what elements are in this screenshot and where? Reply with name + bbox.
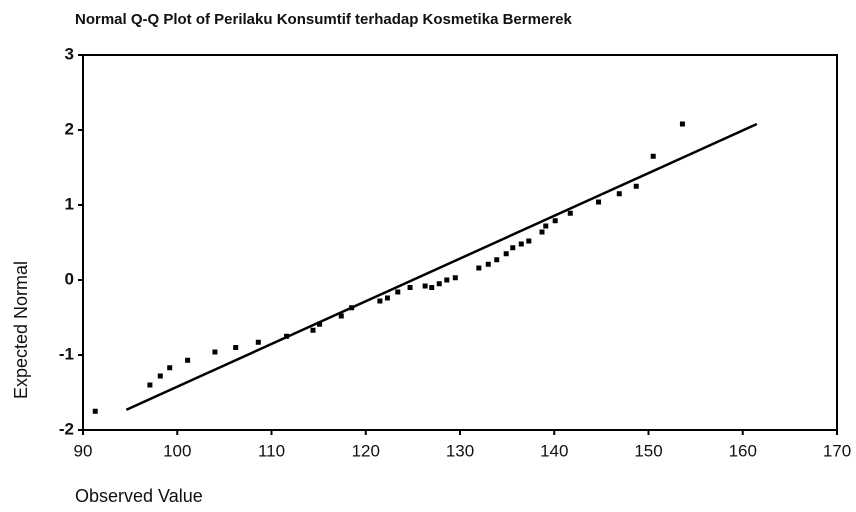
x-tick-label: 100: [163, 441, 191, 460]
y-tick-label: -1: [59, 344, 74, 363]
x-tick-label: 110: [258, 441, 285, 460]
y-tick-label: 2: [65, 119, 74, 138]
y-axis-label: Expected Normal: [11, 261, 31, 399]
point: [185, 358, 190, 363]
y-tick-label: 3: [65, 44, 74, 63]
plot-frame: [83, 55, 837, 430]
point: [453, 275, 458, 280]
point: [651, 154, 656, 159]
point: [634, 184, 639, 189]
x-tick-label: 130: [446, 441, 474, 460]
x-tick-label: 120: [352, 441, 380, 460]
point: [539, 230, 544, 235]
x-tick-label: 160: [729, 441, 757, 460]
point: [233, 345, 238, 350]
point: [158, 374, 163, 379]
point: [408, 285, 413, 290]
point: [147, 383, 152, 388]
x-axis-label: Observed Value: [75, 486, 203, 506]
y-tick-label: 1: [65, 194, 74, 213]
point: [317, 322, 322, 327]
point: [568, 211, 573, 216]
point: [423, 284, 428, 289]
point: [377, 299, 382, 304]
reference-line: [126, 124, 757, 410]
point: [349, 305, 354, 310]
y-tick-label: 0: [65, 269, 74, 288]
point: [553, 218, 558, 223]
x-tick-label: 140: [540, 441, 568, 460]
point: [519, 242, 524, 247]
point: [543, 224, 548, 229]
point: [429, 285, 434, 290]
point: [284, 334, 289, 339]
point: [167, 365, 172, 370]
point: [385, 296, 390, 301]
y-tick-label: -2: [59, 419, 74, 438]
point: [93, 409, 98, 414]
point: [212, 350, 217, 355]
point: [596, 200, 601, 205]
chart: Normal Q-Q Plot of Perilaku Konsumtif te…: [0, 0, 856, 512]
point: [444, 278, 449, 283]
point: [504, 251, 509, 256]
point: [395, 290, 400, 295]
point: [486, 262, 491, 267]
x-tick-label: 150: [634, 441, 662, 460]
x-tick-label: 90: [74, 441, 93, 460]
point: [494, 257, 499, 262]
chart-title: Normal Q-Q Plot of Perilaku Konsumtif te…: [75, 11, 572, 28]
point: [256, 340, 261, 345]
point: [617, 191, 622, 196]
point: [437, 281, 442, 286]
point: [510, 245, 515, 250]
point: [476, 266, 481, 271]
point: [526, 239, 531, 244]
point: [680, 122, 685, 127]
point: [310, 328, 315, 333]
x-tick-label: 170: [823, 441, 851, 460]
point: [339, 314, 344, 319]
